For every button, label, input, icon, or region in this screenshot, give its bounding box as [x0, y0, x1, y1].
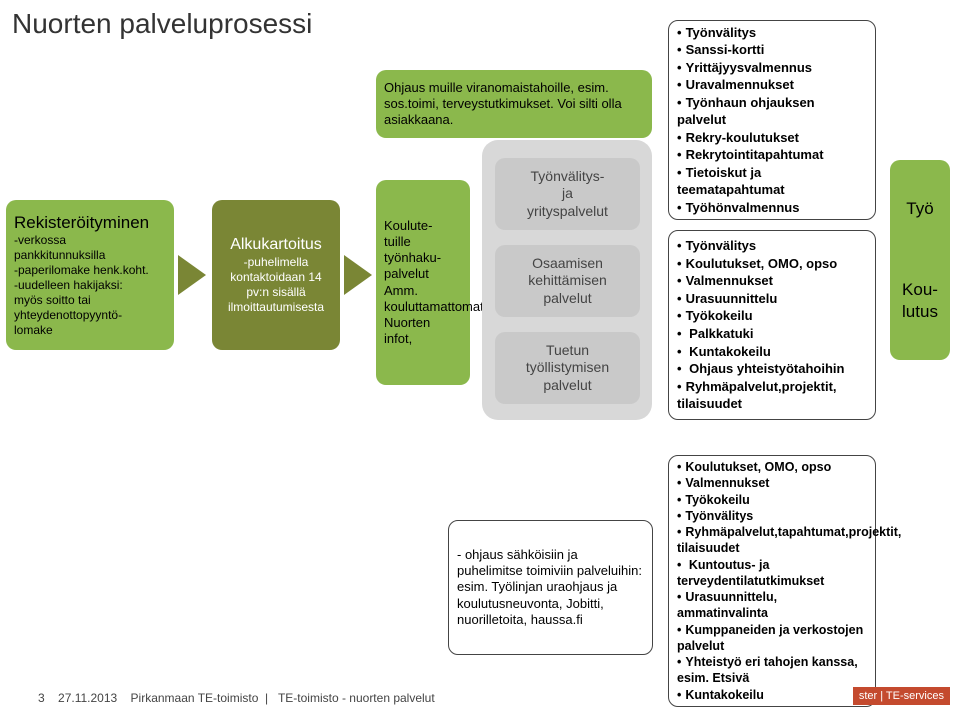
rm1: Koulutukset, OMO, opso	[677, 255, 867, 273]
step-survey-title: Alkukartoitus	[230, 235, 322, 255]
br0: Koulutukset, OMO, opso	[677, 459, 867, 475]
br4: Ryhmäpalvelut,tapahtumat,projektit, tila…	[677, 524, 867, 557]
rm4: Työkokeilu	[677, 307, 867, 325]
rm0: Työnvälitys	[677, 237, 867, 255]
svc-l5: Amm.	[384, 283, 462, 299]
rm2: Valmennukset	[677, 272, 867, 290]
svc-l8: infot,	[384, 331, 462, 347]
svc-l7: Nuorten	[384, 315, 462, 331]
g3l0: Tuetun	[503, 342, 632, 360]
rm6: Kuntakokeilu	[677, 343, 867, 361]
rt8: Työhönvalmennus	[677, 199, 867, 217]
g1l1: ja	[503, 185, 632, 203]
rt2: Yrittäjyysvalmennus	[677, 59, 867, 77]
gray-box-2: Osaamisen kehittämisen palvelut	[495, 245, 640, 317]
outcome-box: Työ Kou- lutus	[890, 160, 950, 360]
rm8: Ryhmäpalvelut,projektit, tilaisuudet	[677, 378, 867, 413]
page-title: Nuorten palveluprosessi	[12, 8, 312, 40]
outcome-top: Työ	[898, 198, 942, 219]
br5: Kuntoutus- ja terveydentilatutkimukset	[677, 557, 867, 590]
rm7: Ohjaus yhteistyötahoihin	[677, 360, 867, 378]
rm5: Palkkatuki	[677, 325, 867, 343]
footer-page: 3	[38, 691, 45, 705]
br8: Yhteistyö eri tahojen kanssa, esim. Etsi…	[677, 654, 867, 687]
rm3: Urasuunnittelu	[677, 290, 867, 308]
rt6: Rekrytointitapahtumat	[677, 146, 867, 164]
svc-l2: työnhaku-	[384, 250, 462, 266]
step-survey-l0: -puhelimella	[244, 255, 309, 270]
step-survey-l3: ilmoittautumisesta	[228, 300, 324, 315]
svc-l0: Koulute-	[384, 218, 462, 234]
gray-box-1: Työnvälitys- ja yrityspalvelut	[495, 158, 640, 230]
bottom-right-bullets: Koulutukset, OMO, opso Valmennukset Työk…	[668, 455, 876, 707]
g1l0: Työnvälitys-	[503, 168, 632, 186]
bottom-left-text: - ohjaus sähköisiin ja puhelimitse toimi…	[448, 520, 653, 655]
rt3: Uravalmennukset	[677, 76, 867, 94]
rt7: Tietoiskut ja teematapahtumat	[677, 164, 867, 199]
rt5: Rekry-koulutukset	[677, 129, 867, 147]
step-initial-survey: Alkukartoitus -puhelimella kontaktoidaan…	[212, 200, 340, 350]
footer-date: 27.11.2013	[58, 691, 117, 705]
right-top-list: Työnvälitys Sanssi-kortti Yrittäjyysvalm…	[677, 24, 867, 217]
g2l2: palvelut	[503, 290, 632, 308]
step-guidance-top-text: Ohjaus muille viranomaistahoille, esim. …	[384, 80, 644, 129]
step-register-l2: -paperilomake henk.koht.	[14, 263, 166, 278]
gray-box-3: Tuetun työllistymisen palvelut	[495, 332, 640, 404]
step-register-l6: lomake	[14, 323, 166, 338]
step-register-l1: pankkitunnuksilla	[14, 248, 166, 263]
step-register-l4: myös soitto tai	[14, 293, 166, 308]
step-register-l3: -uudelleen hakijaksi:	[14, 278, 166, 293]
br9: Kuntakokeilu	[677, 687, 867, 703]
g1l2: yrityspalvelut	[503, 203, 632, 221]
svc-l1: tuille	[384, 234, 462, 250]
br3: Työnvälitys	[677, 508, 867, 524]
right-top-bullets: Työnvälitys Sanssi-kortti Yrittäjyysvalm…	[668, 20, 876, 220]
footer-section: TE-toimisto - nuorten palvelut	[278, 691, 435, 705]
br2: Työkokeilu	[677, 492, 867, 508]
step-services-list: Koulute- tuille työnhaku- palvelut Amm. …	[376, 180, 470, 385]
rt4: Työnhaun ohjauksen palvelut	[677, 94, 867, 129]
br7: Kumppaneiden ja verkostojen palvelut	[677, 622, 867, 655]
bottom-left-content: - ohjaus sähköisiin ja puhelimitse toimi…	[457, 547, 644, 628]
step-register-l0: -verkossa	[14, 233, 166, 248]
g3l2: palvelut	[503, 377, 632, 395]
footer-org: Pirkanmaan TE-toimisto	[131, 691, 259, 705]
svc-l3: palvelut	[384, 266, 462, 282]
right-mid-bullets: Työnvälitys Koulutukset, OMO, opso Valme…	[668, 230, 876, 420]
g2l1: kehittämisen	[503, 272, 632, 290]
svc-l6: kouluttamattomat	[384, 299, 462, 315]
br6: Urasuunnittelu, ammatinvalinta	[677, 589, 867, 622]
right-mid-list: Työnvälitys Koulutukset, OMO, opso Valme…	[677, 237, 867, 412]
footer: 3 27.11.2013 Pirkanmaan TE-toimisto | TE…	[38, 691, 435, 705]
step-register-title: Rekisteröityminen	[14, 212, 166, 233]
step-register-l5: yhteydenottopyyntö-	[14, 308, 166, 323]
footer-right: ster | TE-services	[853, 687, 950, 705]
step-survey-l2: pv:n sisällä	[246, 285, 305, 300]
rt1: Sanssi-kortti	[677, 41, 867, 59]
step-survey-l1: kontaktoidaan 14	[230, 270, 321, 285]
arrow-icon-2	[344, 255, 372, 295]
bottom-right-list: Koulutukset, OMO, opso Valmennukset Työk…	[677, 459, 867, 703]
outcome-bottom: Kou- lutus	[898, 279, 942, 322]
arrow-icon-1	[178, 255, 206, 295]
step-register: Rekisteröityminen -verkossa pankkitunnuk…	[6, 200, 174, 350]
rt0: Työnvälitys	[677, 24, 867, 42]
br1: Valmennukset	[677, 475, 867, 491]
g2l0: Osaamisen	[503, 255, 632, 273]
step-guidance-top: Ohjaus muille viranomaistahoille, esim. …	[376, 70, 652, 138]
g3l1: työllistymisen	[503, 359, 632, 377]
